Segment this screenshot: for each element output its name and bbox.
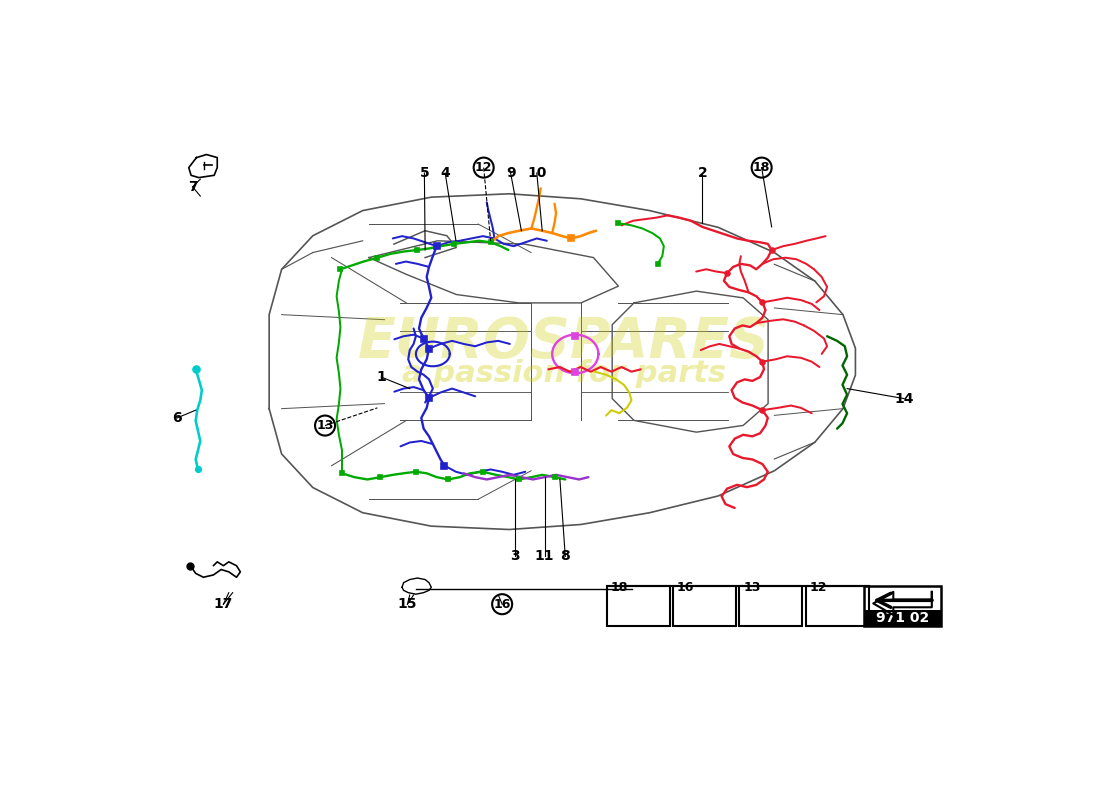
Text: 12: 12	[810, 581, 827, 594]
Bar	[673, 586, 736, 626]
Text: a passion for parts: a passion for parts	[402, 358, 726, 388]
Bar	[805, 586, 869, 626]
Text: 18: 18	[610, 581, 628, 594]
Text: EUROSPARES: EUROSPARES	[358, 315, 770, 370]
Text: 16: 16	[494, 598, 510, 610]
Bar	[739, 586, 803, 626]
Text: 9: 9	[506, 166, 516, 180]
Text: 13: 13	[317, 419, 333, 432]
Text: 2: 2	[697, 166, 707, 180]
Text: 17: 17	[213, 597, 233, 611]
Bar	[865, 586, 942, 626]
Text: 15: 15	[398, 597, 417, 611]
Text: 4: 4	[440, 166, 450, 180]
Text: 10: 10	[527, 166, 547, 180]
Text: 7: 7	[188, 180, 197, 194]
Text: 971 02: 971 02	[876, 611, 930, 625]
Text: 13: 13	[744, 581, 760, 594]
Bar	[865, 610, 942, 626]
Text: 12: 12	[475, 161, 493, 174]
Text: 16: 16	[676, 581, 694, 594]
Text: 18: 18	[754, 161, 770, 174]
Text: 1: 1	[376, 370, 386, 384]
Text: 3: 3	[510, 550, 520, 563]
Text: 5: 5	[419, 166, 429, 180]
Text: 6: 6	[173, 411, 182, 425]
Text: 11: 11	[535, 550, 554, 563]
Text: 14: 14	[894, 392, 914, 406]
Text: 8: 8	[560, 550, 570, 563]
Bar	[607, 586, 670, 626]
